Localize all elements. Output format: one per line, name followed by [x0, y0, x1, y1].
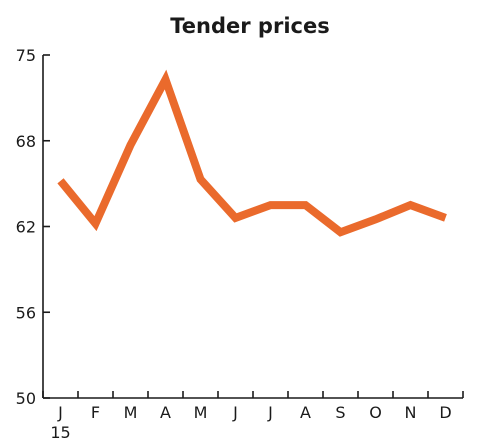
x-tick-label: D	[439, 403, 451, 422]
y-tick-label: 68	[16, 132, 36, 151]
series-line	[57, 69, 447, 237]
x-tick-label: A	[300, 403, 311, 422]
x-year-label: 15	[50, 423, 70, 442]
x-tick-label: J	[57, 403, 63, 422]
x-tick-label: M	[124, 403, 138, 422]
x-axis: J F M A M J J A S O N D 15	[42, 391, 464, 442]
y-tick-label: 56	[16, 303, 36, 322]
series-group	[57, 69, 447, 237]
x-tick-label: O	[369, 403, 382, 422]
y-axis: 50 56 62 68 75	[16, 46, 50, 408]
x-tick-label: J	[232, 403, 238, 422]
x-tick-label: M	[194, 403, 208, 422]
x-tick-label: F	[91, 403, 100, 422]
y-tick-label: 75	[16, 46, 36, 65]
x-tick-label: S	[335, 403, 345, 422]
y-tick-label: 62	[16, 218, 36, 237]
y-tick-label: 50	[16, 389, 36, 408]
chart-title: Tender prices	[170, 14, 329, 38]
x-tick-label: N	[405, 403, 417, 422]
x-tick-label: J	[267, 403, 273, 422]
x-tick-label: A	[160, 403, 171, 422]
